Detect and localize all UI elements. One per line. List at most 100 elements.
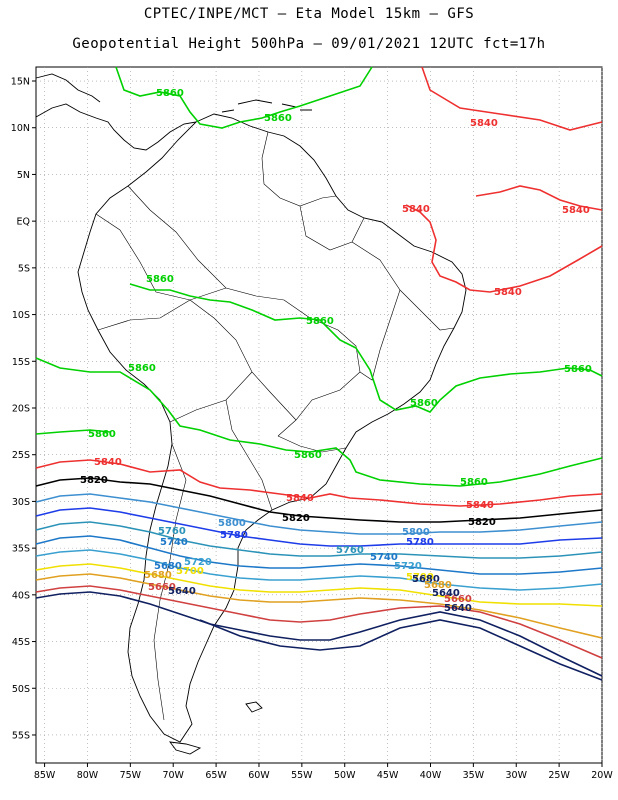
label-5640: 5640 — [168, 586, 196, 597]
label-5640: 5640 — [444, 603, 472, 614]
lon-tick-label: 65W — [205, 770, 227, 781]
lat-tick-label: 15S — [12, 357, 30, 368]
contour-5860-west — [35, 357, 603, 487]
central-america-coast-north — [35, 73, 101, 103]
contour-5640 — [35, 591, 603, 677]
label-5860: 5860 — [460, 477, 488, 488]
label-5700: 5700 — [176, 566, 204, 577]
label-5820: 5820 — [282, 513, 310, 524]
label-5740: 5740 — [370, 552, 398, 563]
lon-tick-label: 25W — [548, 770, 570, 781]
contour-labels: 5860 5860 5860 5860 5860 5860 5860 5860 … — [80, 88, 592, 614]
label-5700: 5700 — [406, 572, 434, 583]
contour-lines — [35, 66, 603, 681]
contour-5640-b — [199, 619, 603, 681]
label-5840: 5840 — [470, 118, 498, 129]
label-5780: 5780 — [406, 537, 434, 548]
label-5800: 5800 — [402, 527, 430, 538]
label-5840: 5840 — [466, 500, 494, 511]
lat-tick-label: 20S — [12, 403, 30, 414]
label-5840: 5840 — [286, 493, 314, 504]
contour-5840-south — [35, 459, 603, 507]
lat-tick-label: 5S — [18, 263, 30, 274]
contour-5660 — [35, 585, 603, 659]
lat-tick-label: 10N — [11, 123, 30, 134]
tierra-del-fuego — [169, 741, 202, 755]
lat-tick-label: 30S — [12, 497, 30, 508]
contour-5680 — [35, 573, 603, 639]
contour-5760 — [35, 521, 603, 559]
label-5860: 5860 — [88, 429, 116, 440]
label-5760: 5760 — [158, 526, 186, 537]
label-5800: 5800 — [218, 518, 246, 529]
contour-5840-east — [405, 204, 603, 293]
caribbean-islands — [221, 99, 312, 113]
lat-tick-label: 35S — [12, 544, 30, 555]
label-5820: 5820 — [468, 517, 496, 528]
contour-5860-central — [129, 283, 603, 413]
lon-tick-label: 30W — [506, 770, 528, 781]
label-5680: 5680 — [144, 570, 172, 581]
label-5820: 5820 — [80, 475, 108, 486]
lat-tick-label: 5N — [17, 170, 30, 181]
lon-tick-label: 40W — [420, 770, 442, 781]
contour-5800 — [35, 493, 603, 535]
label-5660: 5660 — [444, 594, 472, 605]
lon-tick-label: 45W — [377, 770, 399, 781]
label-5680: 5680 — [412, 574, 440, 585]
label-5840: 5840 — [402, 204, 430, 215]
label-5860: 5860 — [306, 316, 334, 327]
lon-tick-label: 75W — [120, 770, 142, 781]
label-5860: 5860 — [156, 88, 184, 99]
contour-5860-south — [35, 429, 111, 435]
label-5640: 5640 — [432, 588, 460, 599]
lat-tick-label: 10S — [12, 310, 30, 321]
label-5680: 5680 — [154, 561, 182, 572]
lon-tick-label: 85W — [34, 770, 56, 781]
lat-tick-label: 15N — [11, 77, 30, 88]
lat-tick-label: 55S — [12, 730, 30, 741]
label-5720: 5720 — [394, 561, 422, 572]
lon-tick-label: 70W — [162, 770, 184, 781]
lat-tick-label: 45S — [12, 637, 30, 648]
lon-tick-label: 35W — [463, 770, 485, 781]
lon-tick-label: 55W — [291, 770, 313, 781]
falkland-islands — [245, 701, 263, 713]
map-title: CPTEC/INPE/MCT – Eta Model 15km – GFS — [143, 6, 475, 22]
label-5740: 5740 — [160, 537, 188, 548]
label-5720: 5720 — [184, 557, 212, 568]
lat-tick-label: EQ — [17, 217, 30, 228]
central-america-coast — [35, 103, 197, 151]
lat-tick-label: 25S — [12, 450, 30, 461]
contour-5860-north — [115, 66, 373, 129]
label-5860: 5860 — [264, 113, 292, 124]
label-5860: 5860 — [294, 450, 322, 461]
label-5660: 5660 — [148, 582, 176, 593]
lon-tick-label: 50W — [334, 770, 356, 781]
label-5840: 5840 — [494, 287, 522, 298]
axis-ticks: 15N 10N 5N EQ 5S 10S 15S 20S 25S 30S 35S 40S 45S 50S 5… — [11, 77, 614, 781]
label-5860: 5860 — [146, 274, 174, 285]
label-5840: 5840 — [94, 457, 122, 468]
map-frame — [35, 66, 603, 764]
contour-5820 — [35, 477, 603, 523]
lat-tick-label: 40S — [12, 590, 30, 601]
lon-tick-label: 60W — [248, 770, 270, 781]
contour-5720 — [35, 549, 603, 591]
label-5780: 5780 — [220, 530, 248, 541]
lon-tick-label: 20W — [591, 770, 613, 781]
contour-5780 — [35, 507, 603, 547]
label-5860: 5860 — [410, 398, 438, 409]
lat-tick-label: 50S — [12, 684, 30, 695]
contour-5840-east2 — [475, 185, 603, 211]
map-subtitle: Geopotential Height 500hPa – 09/01/2021 … — [72, 36, 546, 52]
label-5840: 5840 — [562, 205, 590, 216]
label-5860: 5860 — [128, 363, 156, 374]
contour-5700 — [35, 563, 603, 607]
label-5860: 5860 — [564, 364, 592, 375]
contour-5840-north — [421, 66, 603, 131]
label-5760: 5760 — [336, 545, 364, 556]
lon-tick-label: 80W — [77, 770, 99, 781]
contour-5740 — [35, 535, 603, 575]
